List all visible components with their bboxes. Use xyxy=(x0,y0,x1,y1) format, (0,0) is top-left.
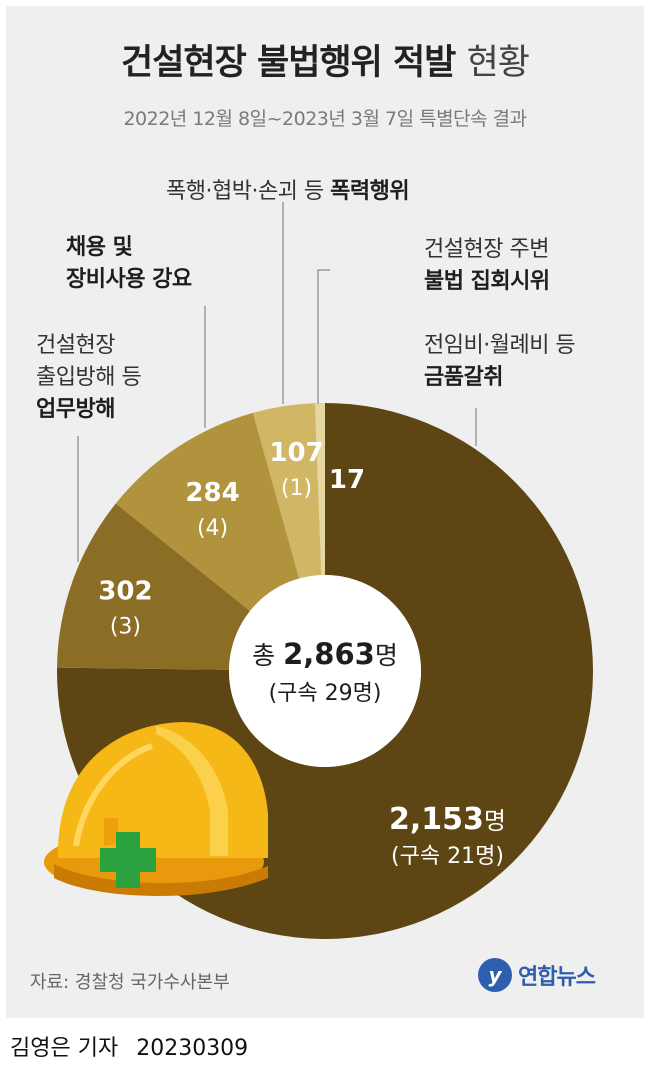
arrest-label-3: (4) xyxy=(197,516,228,541)
center-arrest-count: (구속 29명) xyxy=(269,681,382,706)
label-obstruction: 건설현장 출입방해 등 업무방해 xyxy=(36,333,142,422)
slice-3 xyxy=(115,412,300,611)
label-money: 전임비·월례비 등 금품갈취 xyxy=(424,333,576,390)
arrest-label-4: (1) xyxy=(281,476,312,501)
infographic-panel: 건설현장 불법행위 적발 현황 2022년 12월 8일~2023년 3월 7일… xyxy=(6,6,644,1018)
value-label-1: 2,153명 xyxy=(389,802,506,837)
center-total-unit: 명 xyxy=(375,641,398,670)
value-label-3: 284 xyxy=(185,478,239,508)
value-label-4: 107 xyxy=(269,438,323,468)
byline: 김영은 기자 20230309 xyxy=(10,1030,266,1062)
value-label-5: 17 xyxy=(329,465,365,495)
slice-2 xyxy=(57,503,251,670)
arrest-label-2: (3) xyxy=(110,615,141,640)
center-total-prefix: 총 xyxy=(252,641,275,670)
label-assembly: 건설현장 주변 불법 집회시위 xyxy=(424,237,550,294)
chart-title: 건설현장 불법행위 적발 현황 xyxy=(121,43,530,83)
label-violence: 폭행·협박·손괴 등 폭력행위 xyxy=(166,179,410,204)
slice-4 xyxy=(252,403,322,579)
publish-date: 20230309 xyxy=(136,1036,249,1061)
yonhap-logo-mark: y xyxy=(478,958,512,992)
yonhap-logo: y 연합뉴스 xyxy=(478,958,596,992)
chart-subtitle: 2022년 12월 8일~2023년 3월 7일 특별단속 결과 xyxy=(123,108,527,130)
value-label-2: 302 xyxy=(98,577,152,607)
donut-chart: 2,153명 (구속 21명) 302 (3) 284 (4) 107 (1) 17 총 2,8… xyxy=(44,202,594,940)
hard-hat-icon xyxy=(44,722,269,897)
leader-line-assembly xyxy=(317,269,330,404)
label-hiring: 채용 및 장비사용 강요 xyxy=(66,235,192,292)
reporter-name: 김영은 기자 xyxy=(10,1036,119,1061)
yonhap-logo-text: 연합뉴스 xyxy=(518,965,596,990)
center-total-value: 2,863 xyxy=(283,637,375,671)
svg-text:총 2,863명: 총 2,863명 xyxy=(252,637,398,671)
source-note: 자료: 경찰청 국가수사본부 xyxy=(30,972,230,993)
donut-hole xyxy=(229,575,421,767)
slice-5 xyxy=(315,403,325,576)
arrest-label-1: (구속 21명) xyxy=(391,844,504,869)
